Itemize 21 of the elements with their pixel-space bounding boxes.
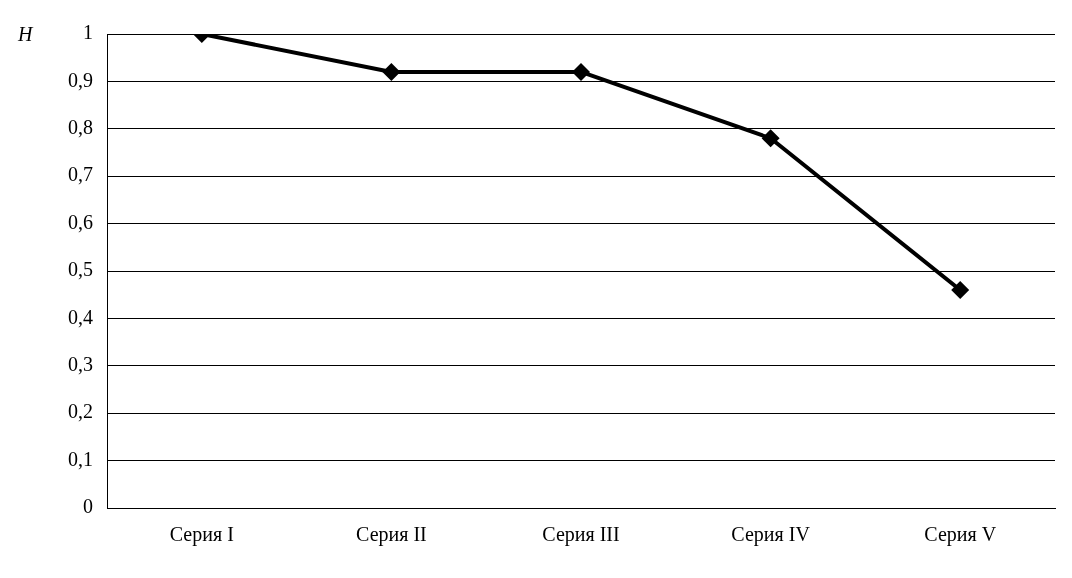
y-axis-title: H (17, 23, 34, 46)
y-tick-label: 1 (83, 21, 93, 44)
y-tick-label: 0,1 (68, 447, 93, 470)
y-tick-label: 0,3 (68, 353, 93, 376)
point (382, 62, 401, 81)
y-tick-label: 0,4 (68, 305, 93, 328)
point (572, 62, 590, 81)
point (761, 129, 780, 148)
point (951, 280, 970, 299)
y-tick-label: 0,6 (68, 210, 93, 233)
y-tick-label: 0,8 (68, 116, 93, 139)
y-tick-label: 0,2 (68, 400, 93, 423)
y-tick-label: 0,9 (68, 68, 93, 91)
y-tick-label: 0 (83, 495, 93, 518)
x-tick-label: Серия V (924, 523, 997, 547)
y-tick-label: 0,7 (68, 163, 93, 186)
x-tick-label: Серия IV (731, 523, 811, 547)
x-tick-label: Серия II (356, 523, 427, 547)
y-tick-label: 0,5 (68, 258, 93, 281)
x-tick-label: Серия I (169, 523, 234, 547)
x-tick-label: Серия III (542, 523, 620, 547)
